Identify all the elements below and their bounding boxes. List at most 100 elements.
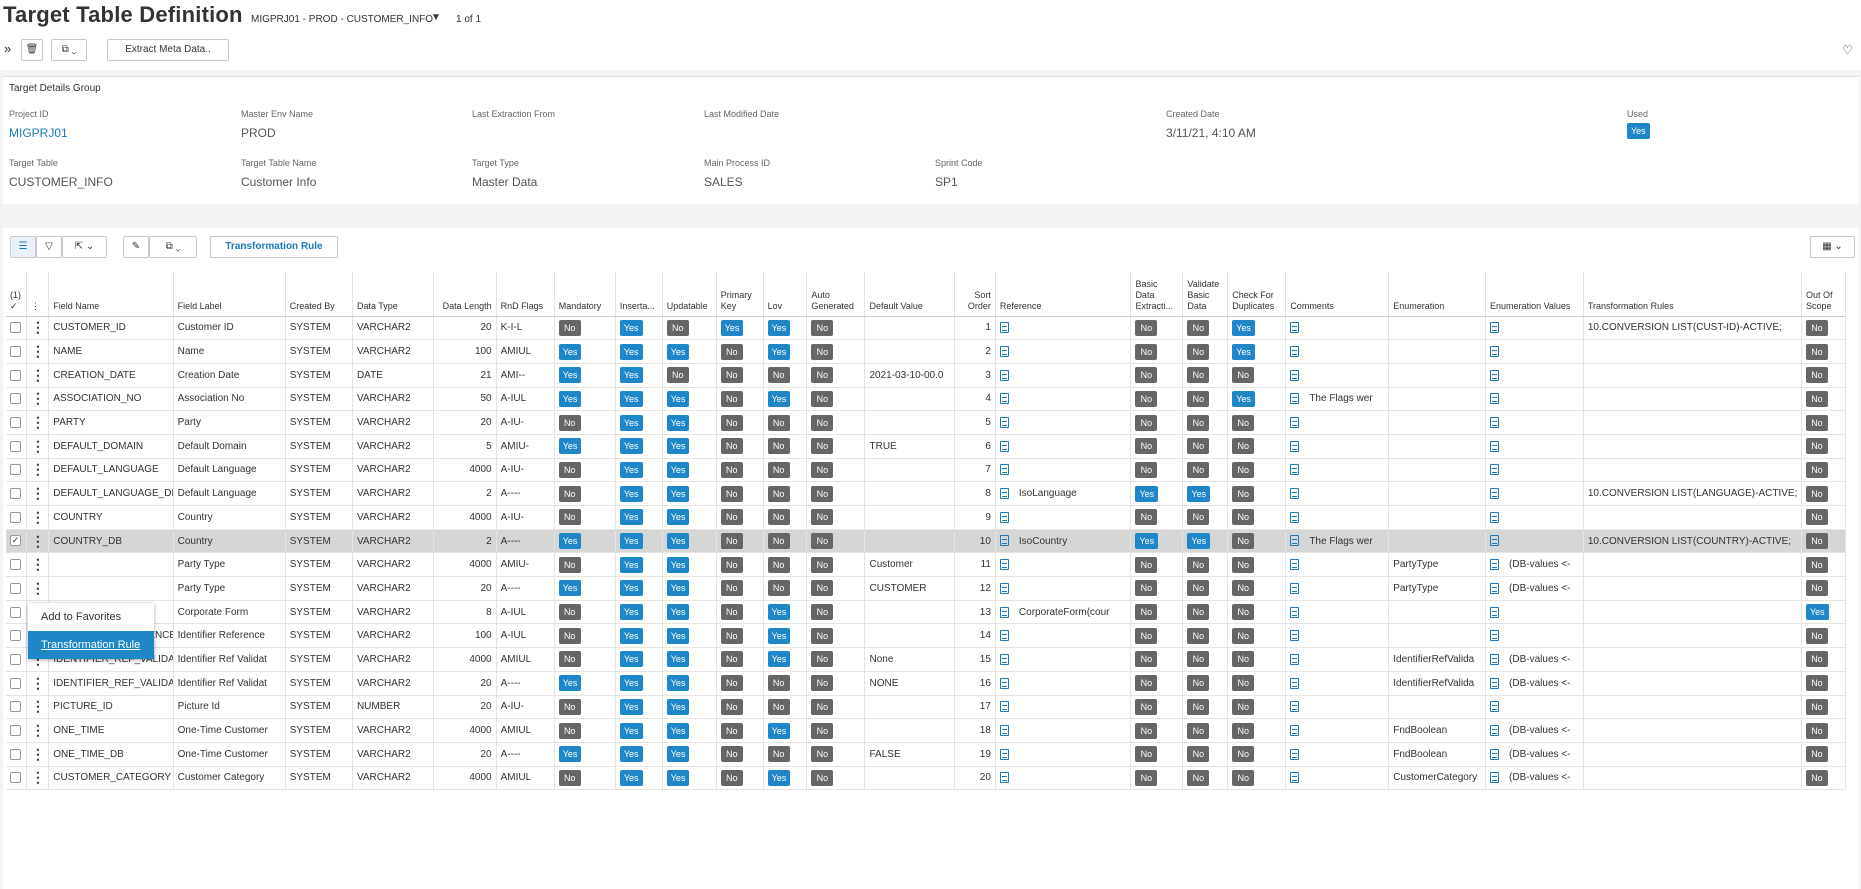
row-menu-icon[interactable]: ⋮ (30, 390, 45, 407)
col-updatable[interactable]: Updatable (662, 272, 717, 317)
enum-values-note-icon[interactable] (1490, 464, 1500, 476)
row-menu-cell[interactable]: ⋮ (26, 718, 50, 743)
row-checkbox[interactable] (10, 653, 21, 665)
row-menu-cell[interactable]: ⋮ (26, 316, 50, 341)
row-select-cell[interactable] (6, 387, 27, 412)
comments-note-icon[interactable] (1290, 393, 1300, 405)
comments-note-icon[interactable] (1290, 677, 1300, 689)
comments-note-icon[interactable] (1290, 440, 1300, 452)
reference-note-icon[interactable] (999, 535, 1009, 547)
col-out-of-scope[interactable]: Out Of Scope (1801, 272, 1847, 317)
reference-note-icon[interactable] (999, 748, 1009, 760)
row-checkbox[interactable] (10, 559, 21, 571)
row-menu-icon[interactable]: ⋮ (30, 745, 45, 762)
comments-note-icon[interactable] (1290, 653, 1300, 665)
table-row[interactable]: ⋮ PARTY Party SYSTEM VARCHAR2 20 A-IU- No Yes Yes… (6, 410, 1847, 435)
row-menu-cell[interactable]: ⋮ (26, 363, 50, 388)
row-menu-cell[interactable]: ⋮ (26, 529, 50, 554)
record-context-selector[interactable]: MIGPRJ01 - PROD - CUSTOMER_INFO (251, 14, 434, 25)
enum-values-note-icon[interactable] (1490, 488, 1500, 500)
row-checkbox[interactable] (10, 393, 21, 405)
enum-values-note-icon[interactable] (1490, 417, 1500, 429)
comments-note-icon[interactable] (1290, 772, 1300, 784)
enum-values-note-icon[interactable] (1490, 748, 1500, 760)
column-chooser-button[interactable]: ▦ ⌄ (1810, 236, 1855, 258)
row-menu-icon[interactable]: ⋮ (30, 556, 45, 573)
comments-note-icon[interactable] (1290, 322, 1300, 334)
table-row[interactable]: ⋮ Party Type SYSTEM VARCHAR2 20 A---- Yes Yes Ye… (6, 576, 1847, 601)
row-select-cell[interactable] (6, 505, 27, 530)
comments-note-icon[interactable] (1290, 464, 1300, 476)
comments-note-icon[interactable] (1290, 345, 1300, 357)
caret-down-icon[interactable]: ▼ (431, 12, 441, 23)
reference-note-icon[interactable] (999, 345, 1009, 357)
copy-menu-button[interactable]: ⧉ ⌄ (149, 236, 197, 258)
col-enumeration-values[interactable]: Enumeration Values (1485, 272, 1584, 317)
extract-meta-data-button[interactable]: Extract Meta Data.. (107, 39, 229, 61)
row-checkbox[interactable] (10, 345, 21, 357)
row-menu-icon[interactable]: ⋮ (30, 437, 45, 454)
comments-note-icon[interactable] (1290, 748, 1300, 760)
row-menu-cell[interactable]: ⋮ (26, 671, 50, 696)
enum-values-note-icon[interactable] (1490, 559, 1500, 571)
reference-note-icon[interactable] (999, 606, 1009, 618)
enum-values-note-icon[interactable] (1490, 582, 1500, 594)
row-select-cell[interactable] (6, 576, 27, 601)
enum-values-note-icon[interactable] (1490, 606, 1500, 618)
table-row[interactable]: ✓ ⋮ COUNTRY_DB Country SYSTEM VARCHAR2 2 A---- Y… (6, 529, 1847, 554)
row-select-cell[interactable] (6, 718, 27, 743)
comments-note-icon[interactable] (1290, 582, 1300, 594)
col-data-type[interactable]: Data Type (352, 272, 435, 317)
table-row[interactable]: ⋮ DEFAULT_LANGUAGE Default Language SYSTEM V… (6, 458, 1847, 483)
col-transformation-rules[interactable]: Transformation Rules (1583, 272, 1802, 317)
comments-note-icon[interactable] (1290, 417, 1300, 429)
table-row[interactable]: ⋮ PICTURE_ID Picture Id SYSTEM NUMBER 20 A-IU-… (6, 695, 1847, 720)
enum-values-note-icon[interactable] (1490, 535, 1500, 547)
enum-values-note-icon[interactable] (1490, 701, 1500, 713)
row-select-cell[interactable] (6, 363, 27, 388)
row-select-cell[interactable] (6, 647, 27, 672)
row-checkbox[interactable] (10, 582, 21, 594)
row-checkbox[interactable] (10, 677, 21, 689)
select-all-header[interactable]: (1) ✓ (6, 272, 27, 317)
row-select-cell[interactable] (6, 339, 27, 364)
favorite-heart-icon[interactable]: ♡ (1842, 43, 1853, 57)
reference-note-icon[interactable] (999, 772, 1009, 784)
table-row[interactable]: ⋮ CREATION_DATE Creation Date SYSTEM DATE 21 A… (6, 363, 1847, 388)
row-menu-cell[interactable]: ⋮ (26, 387, 50, 412)
row-checkbox[interactable]: ✓ (10, 535, 21, 547)
table-row[interactable]: ⋮ CUSTOMER_CATEGORY Customer Category SYSTE… (6, 766, 1847, 791)
enum-values-note-icon[interactable] (1490, 440, 1500, 452)
reference-note-icon[interactable] (999, 701, 1009, 713)
expand-navigator-icon[interactable]: » (4, 41, 12, 56)
row-select-cell[interactable] (6, 766, 27, 791)
table-row[interactable]: ⋮ DEFAULT_LANGUAGE_DB Default Language SYST… (6, 481, 1847, 506)
col-default-value[interactable]: Default Value (864, 272, 956, 317)
row-menu-icon[interactable]: ⋮ (30, 461, 45, 478)
enum-values-note-icon[interactable] (1490, 677, 1500, 689)
project-id-link[interactable]: MIGPRJ01 (9, 126, 68, 140)
row-checkbox[interactable] (10, 748, 21, 760)
table-row[interactable]: ⋮ CUSTOMER_ID Customer ID SYSTEM VARCHAR2 20 K… (6, 316, 1847, 341)
comments-note-icon[interactable] (1290, 701, 1300, 713)
filter-button[interactable]: ▽ (36, 236, 62, 258)
reference-note-icon[interactable] (999, 582, 1009, 594)
enum-values-note-icon[interactable] (1490, 630, 1500, 642)
comments-note-icon[interactable] (1290, 630, 1300, 642)
col-created-by[interactable]: Created By (285, 272, 353, 317)
row-checkbox[interactable] (10, 724, 21, 736)
row-checkbox[interactable] (10, 630, 21, 642)
row-menu-icon[interactable]: ⋮ (30, 698, 45, 715)
col-insertable[interactable]: Inserta... (615, 272, 663, 317)
table-row[interactable]: ⋮ ASSOCIATION_NO Association No SYSTEM VARCH… (6, 387, 1847, 412)
row-checkbox[interactable] (10, 464, 21, 476)
col-auto-generated[interactable]: Auto Generated (806, 272, 866, 317)
row-menu-icon[interactable]: ⋮ (30, 366, 45, 383)
col-basic-data-extraction[interactable]: Basic Data Extracti... (1130, 272, 1184, 317)
menu-item-add-to-favorites[interactable]: Add to Favorites (41, 611, 122, 623)
row-menu-cell[interactable]: ⋮ (26, 552, 50, 578)
reference-note-icon[interactable] (999, 488, 1009, 500)
edit-button[interactable]: ✎ (123, 236, 149, 258)
col-field-name[interactable]: Field Name (48, 272, 174, 317)
